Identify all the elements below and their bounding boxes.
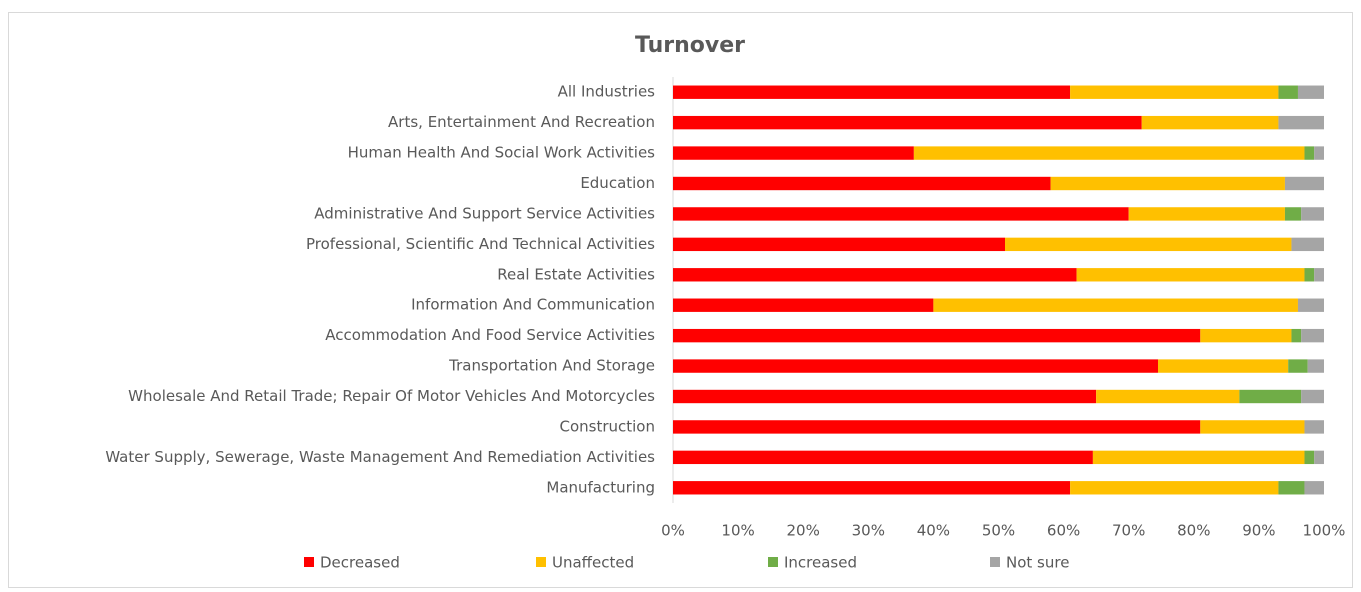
bar-segment: [1304, 420, 1324, 434]
bar-segment: [1297, 85, 1324, 99]
bar-segment: [673, 389, 1097, 404]
bar-segment: [673, 268, 1077, 282]
bar-segment: [1157, 359, 1289, 373]
bar-segment: [1307, 359, 1324, 373]
legend-swatch: [768, 557, 778, 567]
y-tick-label: Wholesale And Retail Trade; Repair Of Mo…: [128, 387, 655, 405]
bar-segment: [1284, 207, 1302, 221]
bar-segment: [1278, 115, 1324, 130]
y-tick-label: Manufacturing: [546, 478, 655, 496]
bar-segment: [673, 481, 1071, 495]
chart-title: Turnover: [635, 33, 745, 58]
x-tick-label: 70%: [1112, 522, 1145, 540]
legend-label: Unaffected: [552, 554, 634, 572]
bar-segment: [673, 328, 1201, 343]
x-tick-label: 50%: [982, 522, 1015, 540]
bar-segment: [673, 298, 934, 312]
bar-segment: [1304, 268, 1315, 282]
bar-segment: [673, 85, 1071, 99]
x-tick-label: 60%: [1047, 522, 1080, 540]
legend-label: Decreased: [320, 554, 400, 572]
y-tick-label: Arts, Entertainment And Recreation: [388, 113, 655, 131]
x-tick-label: 20%: [787, 522, 820, 540]
bar-segment: [1278, 85, 1298, 99]
x-tick-label: 10%: [721, 522, 754, 540]
bar-segment: [1314, 268, 1324, 282]
x-tick-label: 40%: [917, 522, 950, 540]
bar-segment: [1304, 450, 1315, 465]
bar-segment: [913, 146, 1305, 160]
bar-segment: [1304, 146, 1315, 160]
y-tick-label: Professional, Scientific And Technical A…: [306, 235, 655, 253]
y-tick-label: Administrative And Support Service Activ…: [314, 204, 655, 222]
bar-segment: [1200, 420, 1305, 434]
bar-segment: [673, 420, 1201, 434]
bar-segment: [1284, 176, 1324, 191]
x-tick-label: 80%: [1177, 522, 1210, 540]
legend-label: Increased: [784, 554, 857, 572]
bar-segment: [1288, 359, 1308, 373]
bar-segment: [1239, 389, 1302, 404]
bar-segment: [673, 176, 1051, 191]
bar-segment: [1200, 328, 1292, 343]
x-tick-label: 100%: [1303, 522, 1346, 540]
legend-swatch: [990, 557, 1000, 567]
bar-segment: [1291, 237, 1324, 252]
bar-segment: [1070, 85, 1279, 99]
bar-segment: [1070, 481, 1279, 495]
y-tick-label: Accommodation And Food Service Activitie…: [325, 326, 655, 344]
bar-segment: [1314, 146, 1324, 160]
bar-segment: [673, 450, 1093, 465]
x-tick-label: 30%: [852, 522, 885, 540]
x-tick-label: 0%: [661, 522, 685, 540]
y-tick-label: All Industries: [558, 83, 656, 101]
legend-swatch: [536, 557, 546, 567]
y-tick-label: Human Health And Social Work Activities: [348, 144, 656, 162]
bar-segment: [673, 115, 1142, 130]
bar-segment: [1092, 450, 1305, 465]
bar-segment: [933, 298, 1298, 312]
bar-segment: [1297, 298, 1324, 312]
legend-swatch: [304, 557, 314, 567]
y-tick-label: Real Estate Activities: [497, 265, 655, 283]
bar-segment: [1050, 176, 1285, 191]
y-tick-label: Water Supply, Sewerage, Waste Management…: [105, 448, 655, 466]
y-tick-label: Construction: [559, 417, 655, 435]
bar-segment: [1314, 450, 1324, 465]
bar-segment: [1301, 207, 1324, 221]
bar-segment: [1301, 389, 1324, 404]
bar-segment: [1291, 328, 1302, 343]
bar-segment: [1076, 268, 1305, 282]
bar-segment: [1278, 481, 1305, 495]
bar-segment: [673, 207, 1129, 221]
bar-segment: [1304, 481, 1324, 495]
bar-segment: [1301, 328, 1324, 343]
bar-segment: [1005, 237, 1292, 252]
x-tick-label: 90%: [1242, 522, 1275, 540]
bar-segment: [673, 359, 1158, 373]
bar-segment: [673, 237, 1006, 252]
bar-segment: [1141, 115, 1279, 130]
y-tick-label: Transportation And Storage: [448, 357, 655, 375]
bar-segment: [673, 146, 914, 160]
y-tick-label: Information And Communication: [411, 296, 655, 314]
bar-segment: [1128, 207, 1285, 221]
y-tick-label: Education: [580, 174, 655, 192]
bar-segment: [1096, 389, 1240, 404]
legend-label: Not sure: [1006, 554, 1069, 572]
